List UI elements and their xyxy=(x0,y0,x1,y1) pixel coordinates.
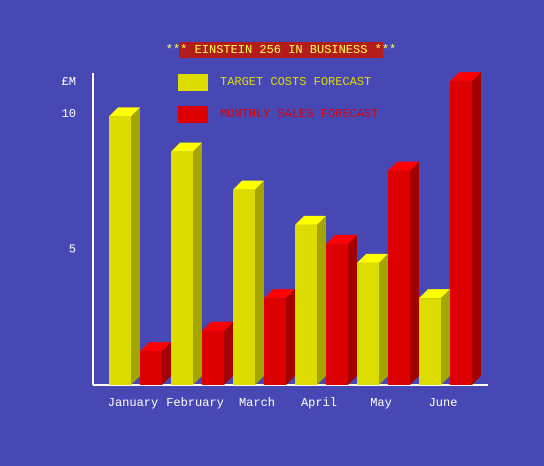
bar xyxy=(450,81,472,385)
bar-top xyxy=(295,215,326,225)
x-tick-label: March xyxy=(239,396,275,410)
bar xyxy=(388,170,410,385)
bar-side xyxy=(379,253,388,385)
x-tick-label: May xyxy=(370,396,392,410)
bar-side xyxy=(348,234,357,385)
bar-side xyxy=(286,289,295,385)
y-axis-label: £M xyxy=(62,75,76,89)
bar-side xyxy=(472,72,481,385)
bar-top xyxy=(264,289,295,299)
legend-swatch xyxy=(178,106,208,123)
bar-top xyxy=(450,72,481,82)
bar xyxy=(357,262,379,385)
bar xyxy=(171,151,193,385)
legend-label: MONTHLY SALES FORECAST xyxy=(220,107,378,121)
bar xyxy=(295,224,317,385)
y-tick-label: 5 xyxy=(69,243,76,257)
bar-top xyxy=(109,107,140,117)
bar-top xyxy=(326,234,357,244)
x-tick-label: January xyxy=(108,396,158,410)
bar xyxy=(419,298,441,385)
bar-top xyxy=(357,253,388,263)
bar-side xyxy=(441,289,450,385)
bar-side xyxy=(255,180,264,385)
bar-top xyxy=(388,161,419,171)
bar-side xyxy=(131,107,140,386)
bar-top xyxy=(233,180,264,190)
chart-title: *** EINSTEIN 256 IN BUSINESS *** xyxy=(166,43,396,57)
bar xyxy=(202,330,224,385)
bar-top xyxy=(140,342,171,352)
bar xyxy=(233,189,255,385)
bar xyxy=(326,243,348,385)
legend-swatch xyxy=(178,74,208,91)
bar-side xyxy=(410,161,419,385)
bar-top xyxy=(171,142,202,152)
bar xyxy=(264,298,286,385)
legend-label: TARGET COSTS FORECAST xyxy=(220,75,371,89)
x-tick-label: February xyxy=(166,396,224,410)
bar-side xyxy=(317,215,326,385)
bar-side xyxy=(224,321,233,385)
bar-side xyxy=(193,142,202,385)
x-tick-label: June xyxy=(429,396,458,410)
bar xyxy=(109,116,131,386)
x-tick-label: April xyxy=(301,396,337,410)
bar-top xyxy=(419,289,450,299)
y-tick-label: 10 xyxy=(62,107,76,121)
bar xyxy=(140,351,162,385)
bar-side xyxy=(162,342,171,385)
title-box xyxy=(179,42,383,58)
bar-top xyxy=(202,321,233,331)
